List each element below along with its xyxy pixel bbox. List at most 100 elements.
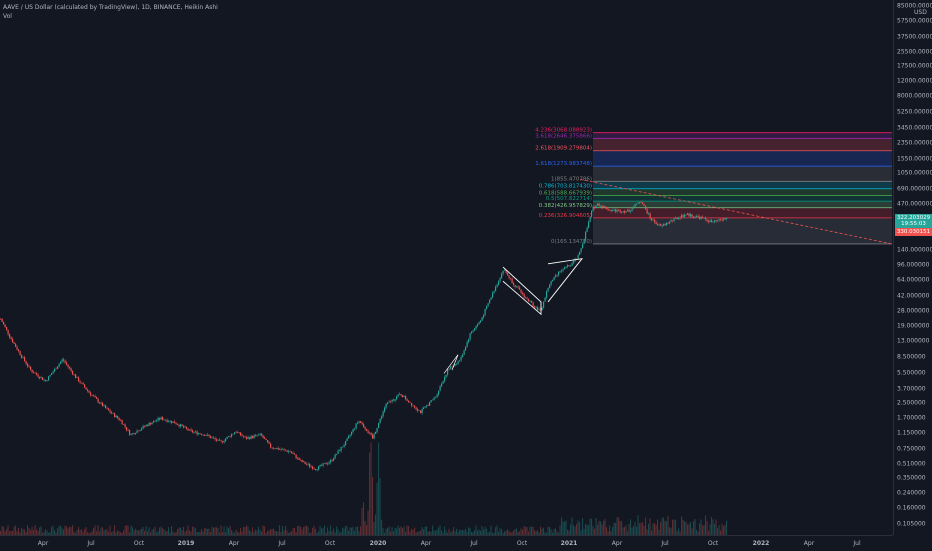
volume-bar [505, 530, 507, 535]
candle-body [0, 318, 2, 320]
volume-bar [459, 529, 461, 535]
candle-body [105, 405, 107, 409]
price-tick: 1050.000000 [897, 169, 932, 177]
volume-bar [256, 530, 258, 535]
candle-body [307, 463, 309, 465]
candle-body [420, 410, 422, 414]
candle-body [82, 382, 84, 385]
candle-body [321, 465, 323, 466]
volume-bar [724, 524, 726, 535]
candle-body [450, 366, 452, 370]
volume-bar [336, 526, 338, 535]
candle-body [394, 399, 396, 401]
candle-body [690, 214, 692, 217]
candle-body [279, 449, 281, 450]
volume-bar [703, 525, 705, 535]
candle-body [283, 449, 285, 450]
volume-bar [403, 526, 405, 535]
price-axis[interactable]: USD 85000.000000 57500.000000 37500.000000… [893, 0, 932, 535]
volume-bar [355, 526, 357, 535]
volume-bar [411, 528, 413, 535]
candle-body [253, 435, 255, 438]
candle-body [91, 395, 93, 396]
candle-body [85, 387, 87, 390]
volume-bar [199, 531, 201, 535]
candle-body [115, 415, 117, 418]
volume-bar [91, 531, 93, 535]
price-chart[interactable]: 4.236(3068.088923)3.618(2646.375866) 2.61… [0, 0, 893, 535]
candle-body [339, 450, 341, 452]
candle-body [366, 428, 368, 431]
volume-bar [67, 528, 69, 535]
candle-body [525, 297, 527, 298]
candle-body [685, 214, 687, 216]
candle-body [205, 435, 207, 437]
volume-bar [679, 531, 681, 535]
volume-bar [202, 531, 204, 535]
candle-body [604, 206, 606, 208]
volume-bar [457, 531, 459, 535]
volume-bar [700, 519, 702, 535]
volume-bar [447, 532, 449, 535]
volume-bar [82, 531, 84, 535]
candle-body [541, 307, 543, 311]
volume-bar [366, 525, 368, 535]
volume-bar [219, 532, 221, 535]
time-axis[interactable]: Apr Jul Oct 2019 Apr Jul Oct 2020 Apr Jul Oct 2021 A… [0, 535, 893, 551]
candle-body [655, 222, 657, 225]
chart-area[interactable]: 4.236(3068.088923) 3.618(2646.375866) 2.61… [0, 0, 893, 535]
volume-bar [330, 525, 332, 535]
candle-body [559, 271, 561, 273]
candle-body [277, 448, 279, 450]
candle-body [483, 315, 485, 318]
volume-bar [507, 529, 509, 535]
price-tick: 12000.000000 [897, 77, 932, 85]
candle-body [417, 409, 419, 411]
candle-body [327, 463, 329, 465]
candle-body [511, 278, 513, 284]
volume-bar [324, 525, 326, 535]
volume-bar [286, 530, 288, 535]
candle-body [175, 423, 177, 425]
candle-body [312, 466, 314, 469]
volume-bar [529, 526, 531, 535]
candle-body [330, 460, 332, 463]
candle-body [270, 443, 272, 448]
candle-body [51, 373, 53, 375]
volume-bar [472, 531, 474, 535]
volume-bar [604, 519, 606, 535]
time-tick: Apr [228, 540, 240, 547]
volume-bar [625, 525, 627, 535]
volume-bar [105, 529, 107, 535]
volume-bar [517, 531, 519, 535]
candle-body [523, 294, 525, 298]
volume-bar [88, 532, 90, 535]
candle-body [172, 421, 174, 423]
volume-bar [652, 523, 654, 535]
candle-body [558, 271, 560, 276]
volume-bar [687, 524, 689, 535]
candle-body [181, 424, 183, 426]
volume-bar [564, 521, 566, 535]
candle-body [37, 374, 39, 377]
volume-bar [220, 525, 222, 535]
price-tick: 64.000000 [897, 276, 930, 284]
volume-bar [558, 532, 560, 535]
volume-bar [708, 531, 710, 535]
volume-bar [594, 528, 596, 535]
candle-body [138, 430, 140, 432]
candle-body [60, 361, 62, 364]
volume-bar [166, 531, 168, 535]
volume-bar [400, 526, 402, 535]
volume-bar [370, 442, 372, 535]
candle-body [492, 292, 494, 298]
volume-bar [340, 531, 342, 535]
volume-legend[interactable]: Vol [3, 13, 12, 20]
symbol-legend[interactable]: AAVE / US Dollar (calculated by TradingV… [3, 4, 218, 11]
volume-bar [418, 531, 420, 535]
volume-bar [493, 532, 495, 535]
volume-bar [574, 526, 576, 535]
volume-bar [369, 452, 371, 535]
volume-bar [148, 527, 150, 535]
candle-body [249, 437, 251, 439]
